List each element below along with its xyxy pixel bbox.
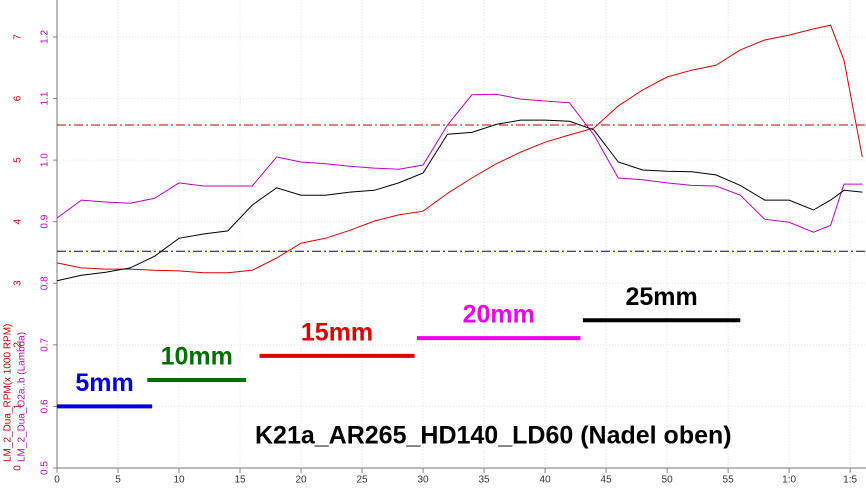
y2-tick-label: 1.0 — [40, 153, 51, 167]
y2-tick-label: 0.9 — [40, 214, 51, 228]
y2-tick-label: 0.7 — [40, 337, 51, 351]
data-line — [56, 93, 863, 233]
band-label: 10mm — [161, 343, 233, 371]
x-tick-label: 5 — [115, 475, 121, 486]
band-label: 5mm — [75, 369, 133, 397]
y-tick-label: 3 — [13, 280, 24, 286]
y-tick-label: 4 — [13, 218, 24, 224]
x-tick-label: 25 — [356, 475, 368, 486]
y2-tick-label: 0.8 — [40, 276, 51, 290]
x-tick-label: 1:0 — [782, 475, 796, 486]
y-axis-title: LM_2_Dua_RPM(x 1000 RPM) — [3, 324, 14, 462]
x-tick-label: 45 — [601, 475, 613, 486]
y-tick-label: 2 — [13, 342, 24, 348]
x-tick-label: 10 — [173, 475, 185, 486]
y2-tick-label: 1.2 — [40, 30, 51, 44]
band-label: 20mm — [463, 301, 535, 329]
x-tick-label: 20 — [295, 475, 307, 486]
y-tick-label: 1 — [13, 403, 24, 409]
band-label: 25mm — [625, 283, 697, 311]
y-tick-label: 5 — [13, 157, 24, 163]
y-tick-label: 7 — [13, 34, 24, 40]
y2-tick-label: 1.1 — [40, 91, 51, 105]
x-tick-label: 0 — [54, 475, 60, 486]
chart-title: K21a_AR265_HD140_LD60 (Nadel oben) — [255, 422, 732, 450]
x-tick-label: 30 — [418, 475, 430, 486]
x-tick-label: 50 — [662, 475, 674, 486]
y2-axis-title: LM_2_Dua_O2a..b (Lambda) — [17, 332, 28, 462]
y2-tick-label: 0.6 — [40, 399, 51, 413]
data-line — [56, 24, 863, 274]
y-tick-label: 0 — [13, 465, 24, 471]
x-tick-label: 1:5 — [843, 475, 857, 486]
y-tick-label: 6 — [13, 95, 24, 101]
band-label: 15mm — [301, 319, 373, 347]
y2-tick-label: 0.5 — [40, 461, 51, 475]
data-line — [56, 119, 863, 282]
x-tick-label: 15 — [234, 475, 246, 486]
x-tick-label: 55 — [723, 475, 735, 486]
x-tick-label: 35 — [479, 475, 491, 486]
x-tick-label: 40 — [540, 475, 552, 486]
